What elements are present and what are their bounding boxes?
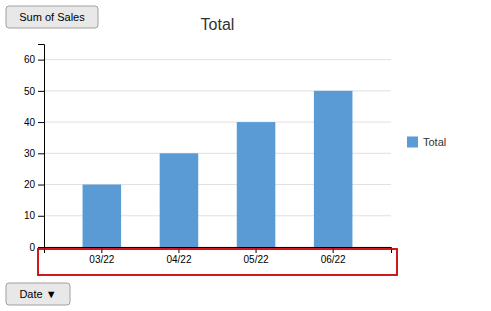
x-tick-mark — [256, 247, 257, 253]
x-tick-label: 05/22 — [244, 254, 269, 265]
x-tick-mark — [333, 247, 334, 253]
x-tick-label: 06/22 — [321, 254, 346, 265]
chart: 0 10 20 30 40 50 60 03/22 04/22 05/22 06/22 Total Su… — [0, 0, 491, 311]
y-tick: 60 — [24, 54, 44, 65]
y-tick-mark — [38, 247, 44, 248]
y-tick-mark — [38, 91, 44, 92]
bar — [237, 122, 276, 247]
y-tick: 20 — [24, 179, 44, 190]
y-tick-mark — [38, 153, 44, 154]
y-tick-label: 0 — [29, 242, 35, 253]
grid — [44, 60, 391, 247]
y-tick: 10 — [24, 210, 44, 221]
x-field-button: Date ▼ — [6, 283, 70, 305]
grid-line — [44, 59, 391, 60]
legend: Total — [407, 136, 446, 148]
x-field-button-box — [6, 283, 70, 305]
y-tick: 0 — [29, 242, 44, 253]
y-field-button-label: Sum of Sales — [19, 11, 85, 23]
y-field-button-box — [6, 6, 98, 28]
y-tick: 40 — [24, 117, 44, 128]
y-tick-mark — [38, 216, 44, 217]
y-axis-line — [38, 45, 45, 248]
y-tick-label: 50 — [24, 86, 36, 97]
x-tick-mark — [101, 247, 102, 253]
legend-label: Total — [423, 136, 446, 148]
y-tick: 30 — [24, 148, 44, 159]
x-tick-label: 04/22 — [166, 254, 191, 265]
bars — [83, 91, 353, 247]
y-tick-label: 10 — [24, 210, 36, 221]
y-tick-mark — [38, 185, 44, 186]
x-field-button-label: Date ▼ — [19, 288, 56, 300]
legend-swatch — [407, 137, 418, 148]
bar — [83, 185, 122, 247]
y-field-button: Sum of Sales — [6, 6, 98, 28]
bar — [314, 91, 353, 247]
y-tick-label: 40 — [24, 117, 36, 128]
x-tick-label: 03/22 — [89, 254, 114, 265]
highlight-box — [38, 249, 397, 275]
y-tick-mark — [38, 122, 44, 123]
y-axis: 0 10 20 30 40 50 60 — [24, 45, 45, 253]
plot: 0 10 20 30 40 50 60 03/22 04/22 05/22 06/22 — [24, 45, 392, 266]
title: Total — [201, 16, 235, 33]
bar — [160, 153, 199, 247]
y-tick-label: 60 — [24, 54, 36, 65]
y-tick-mark — [38, 60, 44, 61]
y-tick-label: 20 — [24, 179, 36, 190]
x-tick-mark — [178, 247, 179, 253]
y-tick: 50 — [24, 86, 44, 97]
y-tick-label: 30 — [24, 148, 36, 159]
